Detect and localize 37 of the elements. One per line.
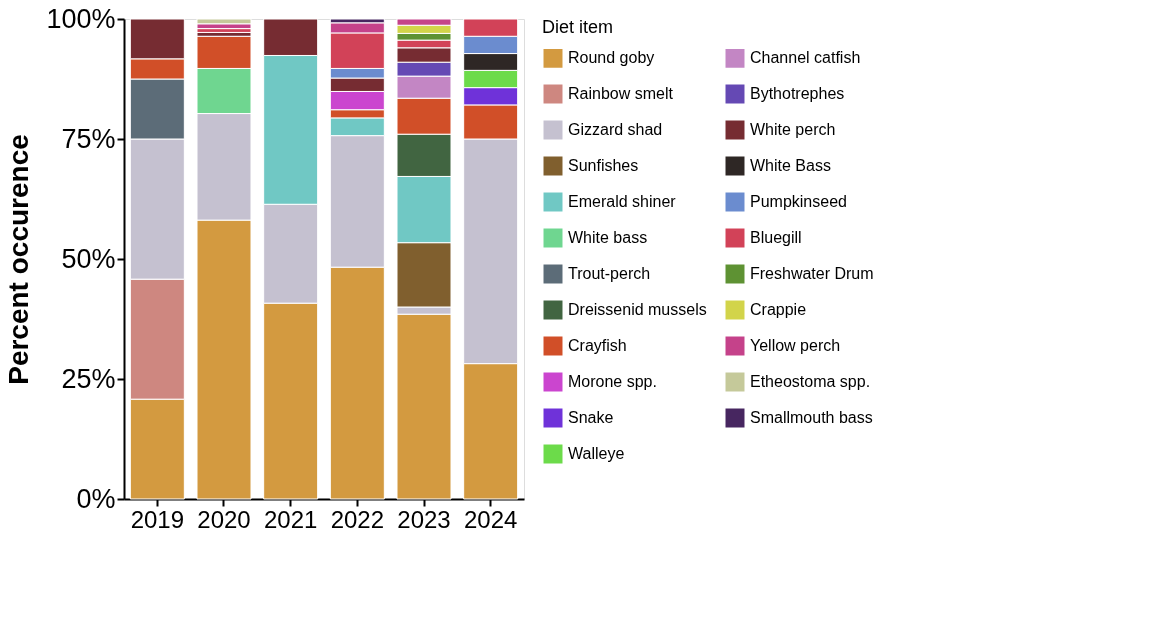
- legend-label: Bluegill: [750, 229, 802, 246]
- legend-label: White Bass: [750, 157, 831, 174]
- legend-label: Dreissenid mussels: [568, 301, 707, 318]
- legend-label: Crayfish: [568, 337, 627, 354]
- legend-title: Diet item: [542, 17, 614, 37]
- bar: [196, 18, 252, 25]
- legend-label: Trout-perch: [568, 265, 651, 282]
- legend-label: Bythotrephes: [750, 85, 845, 102]
- x-tick-label: 2024: [463, 505, 518, 533]
- x-tick-label: 2023: [397, 505, 451, 533]
- legend-label: Round goby: [568, 49, 655, 67]
- legend-label: Emerald shiner: [568, 193, 677, 210]
- legend-label: White perch: [750, 121, 836, 138]
- legend-label: Smallmouth bass: [750, 409, 873, 426]
- legend-label: Walleye: [568, 445, 625, 462]
- y-tick-label: 75%: [61, 123, 116, 154]
- legend-label: Etheostoma spp.: [750, 373, 871, 390]
- legend-label: Pumpkinseed: [750, 193, 847, 210]
- legend-label: Crappie: [750, 301, 807, 318]
- legend-label: Sunfishes: [568, 157, 639, 174]
- y-tick-label: 25%: [61, 363, 116, 394]
- y-tick-label: 50%: [61, 243, 116, 274]
- legend-label: Snake: [568, 409, 614, 426]
- legend-label: Channel catfish: [750, 49, 861, 67]
- legend-label: Rainbow smelt: [568, 85, 674, 102]
- y-tick-label: 0%: [76, 483, 116, 514]
- y-axis-title: Percent occurence: [3, 134, 35, 385]
- x-tick-label: 2020: [197, 505, 251, 533]
- y-tick-label: 100%: [46, 3, 116, 34]
- legend-label: Gizzard shad: [568, 121, 663, 138]
- x-tick-label: 2022: [330, 505, 385, 533]
- legend-label: Yellow perch: [750, 337, 841, 354]
- x-tick-label: 2021: [263, 505, 318, 533]
- legend-label: Freshwater Drum: [750, 265, 874, 282]
- legend-label: Morone spp.: [568, 373, 657, 390]
- x-tick-label: 2019: [130, 505, 185, 533]
- legend-label: White bass: [568, 229, 648, 246]
